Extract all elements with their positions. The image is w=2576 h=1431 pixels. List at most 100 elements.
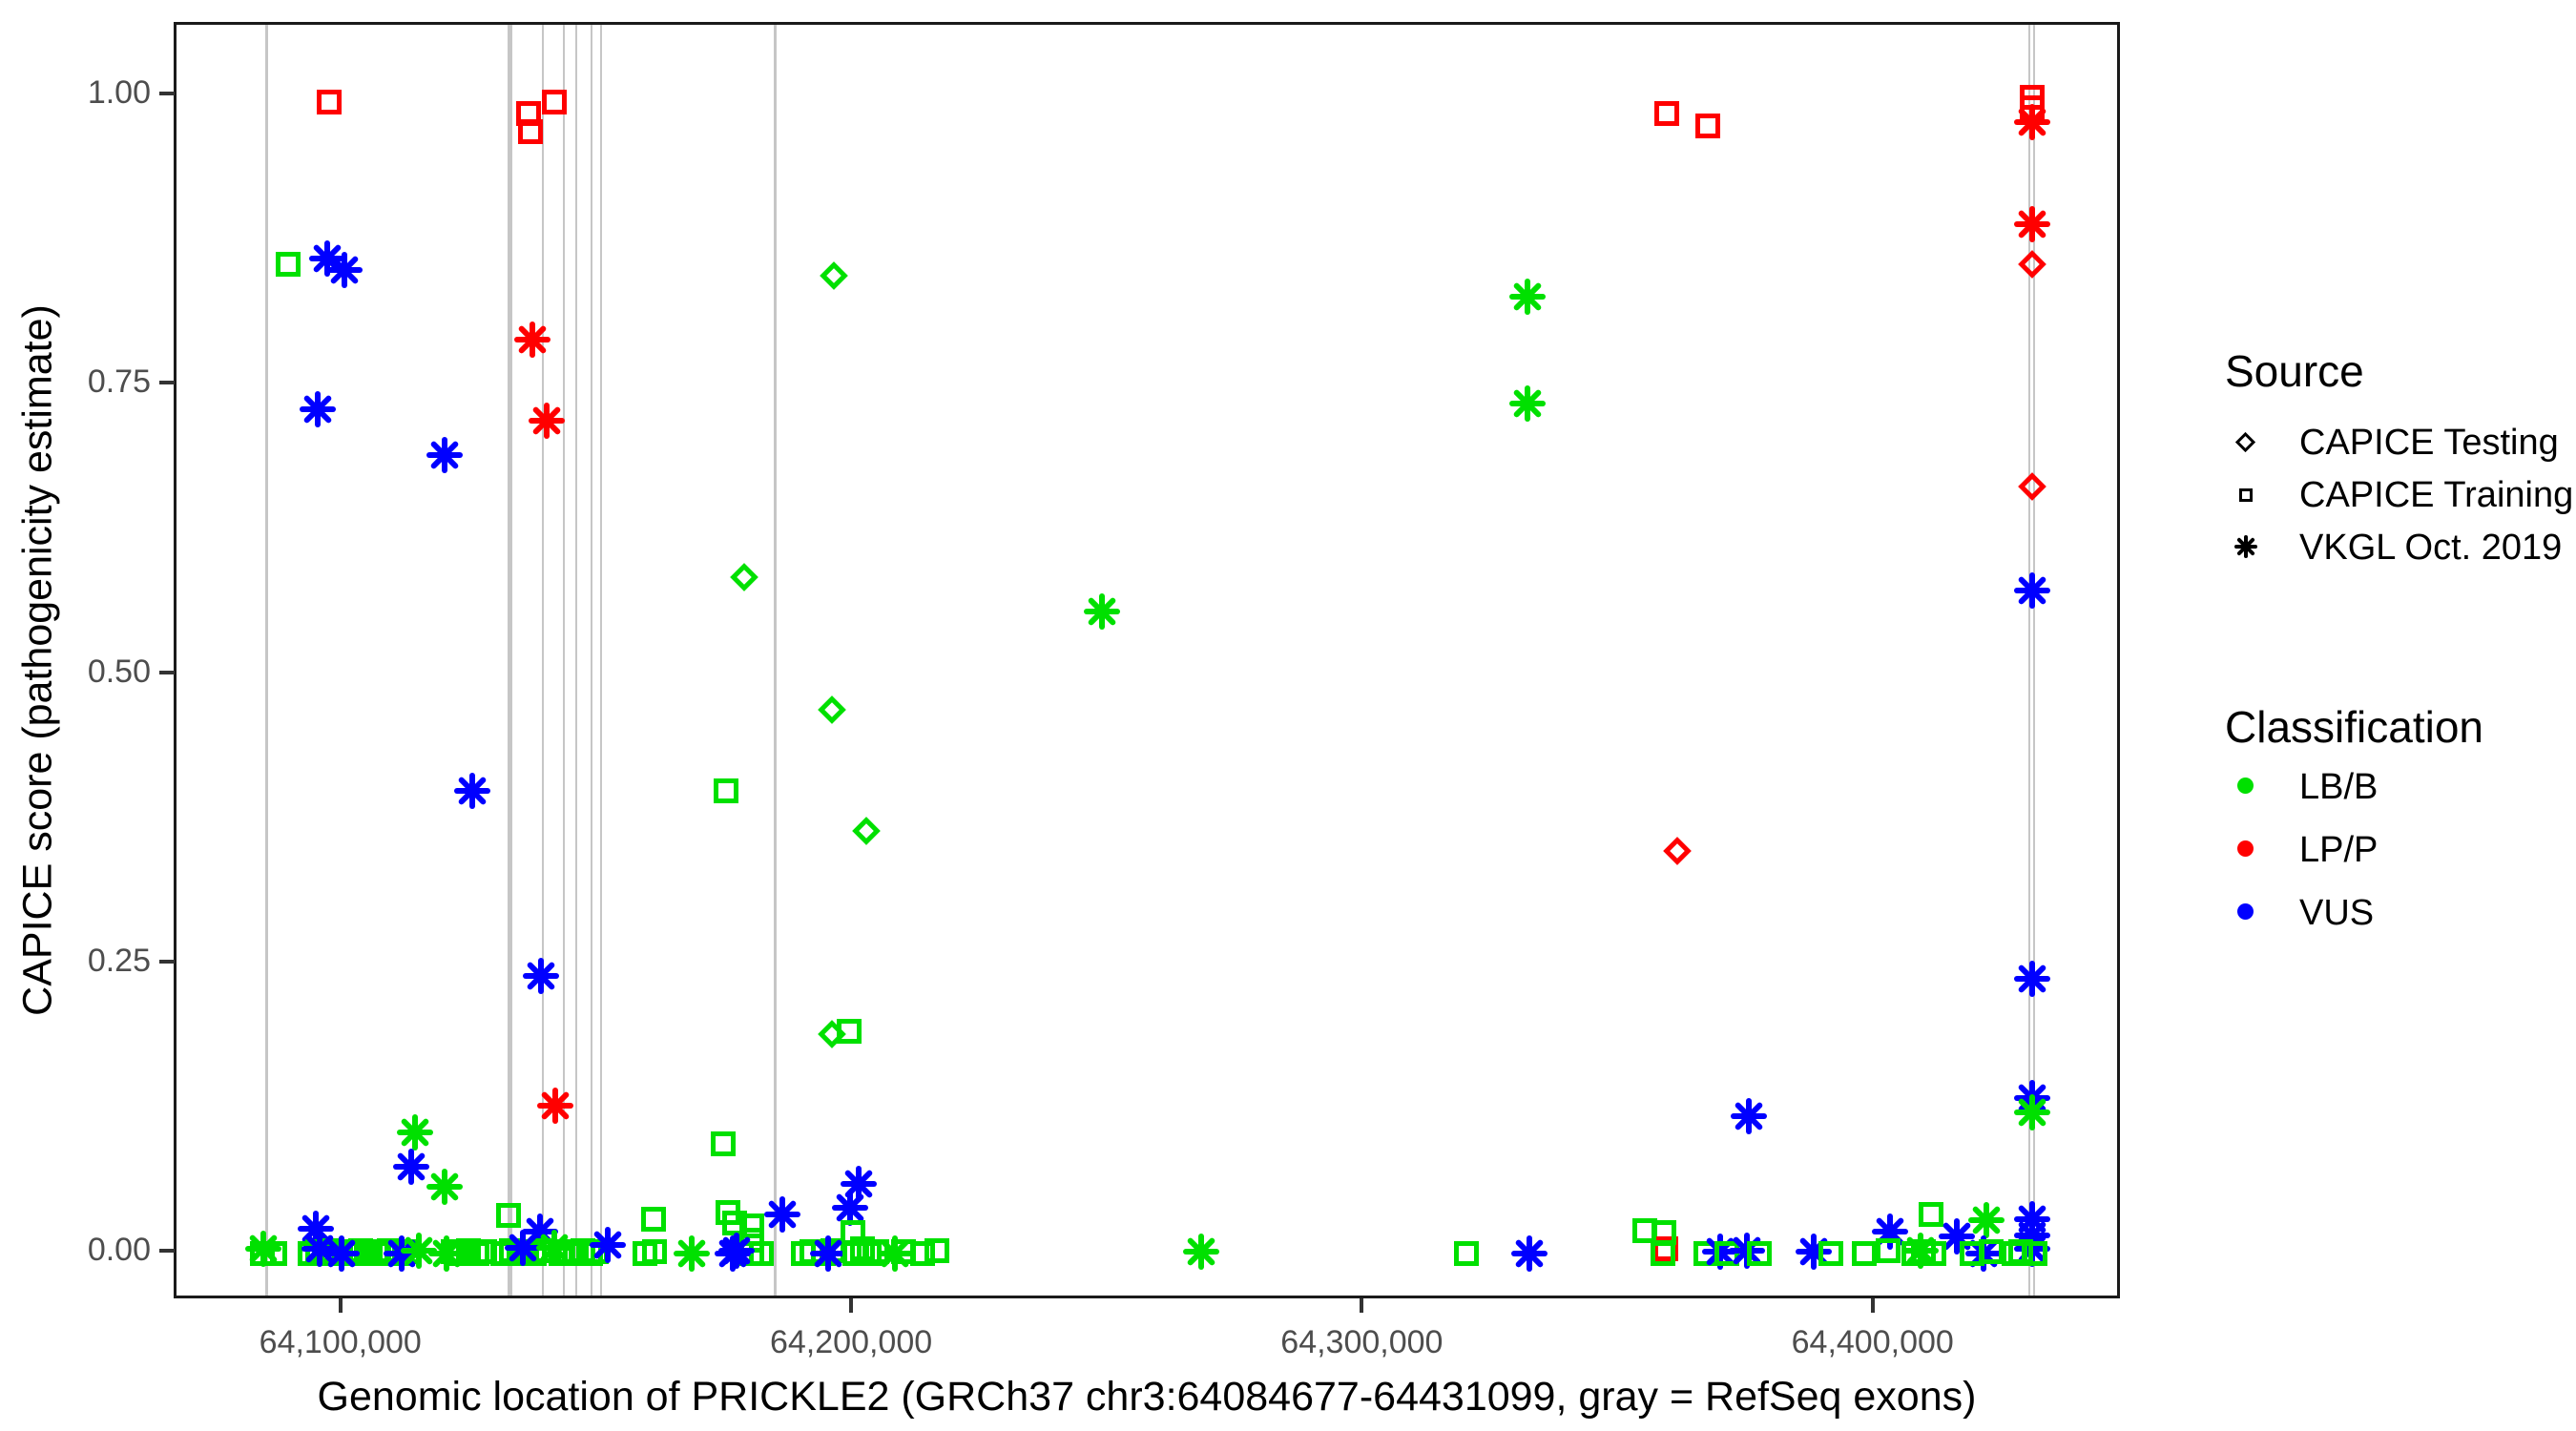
x-axis-tick-label: 64,400,000 [1791, 1324, 1954, 1360]
data-point [2014, 572, 2051, 610]
refseq-exon-line [2027, 25, 2030, 1296]
data-point [453, 773, 490, 810]
data-point [262, 1241, 288, 1267]
data-point [383, 1235, 420, 1273]
data-point [426, 437, 463, 474]
data-point [1183, 1233, 1220, 1270]
data-point [749, 1241, 775, 1267]
refseq-exon-line [542, 25, 545, 1296]
data-point [1818, 1241, 1844, 1267]
data-point [841, 1166, 878, 1203]
x-axis-tick [849, 1298, 854, 1313]
data-point [1919, 1202, 1944, 1228]
data-point [496, 1203, 522, 1229]
data-point [517, 118, 543, 144]
y-axis-tick-label: 0.00 [87, 1232, 151, 1269]
refseq-exon-line [590, 25, 592, 1296]
refseq-exon-line [2032, 25, 2035, 1296]
y-axis-tick-label: 0.75 [87, 363, 151, 401]
refseq-exon-line [773, 25, 777, 1296]
x-axis-tick-label: 64,300,000 [1280, 1324, 1444, 1360]
data-point [325, 252, 363, 289]
y-axis-tick-label: 1.00 [87, 74, 151, 112]
data-point [1509, 384, 1547, 422]
data-point [426, 1168, 463, 1205]
data-point [818, 695, 846, 724]
x-axis-title: Genomic location of PRICKLE2 (GRCh37 chr… [317, 1374, 1977, 1420]
data-point [763, 1196, 800, 1234]
data-point [714, 778, 739, 804]
data-point [1851, 1241, 1877, 1267]
legend-item-lbb: LB/B [2299, 767, 2379, 807]
data-point [910, 1241, 936, 1267]
legend-item-lpp: LP/P [2299, 830, 2379, 870]
data-point [1509, 279, 1547, 316]
x-axis-tick [338, 1298, 343, 1313]
legend-title-source: Source [2225, 346, 2364, 396]
data-point [809, 1235, 846, 1273]
refseq-exon-line [508, 25, 513, 1296]
legend-item-vkgl: VKGL Oct. 2019 [2299, 528, 2563, 568]
data-point [924, 1237, 950, 1263]
legend-item-capice-training: CAPICE Training [2299, 475, 2574, 515]
legend-item-capice-testing: CAPICE Testing [2299, 423, 2559, 463]
legend-item-vus: VUS [2299, 893, 2375, 933]
data-point [1083, 593, 1120, 631]
data-point [541, 90, 567, 115]
data-point [513, 321, 551, 358]
data-point [717, 1232, 755, 1269]
data-point [837, 1019, 862, 1045]
data-point [2014, 205, 2051, 242]
data-point [2014, 103, 2051, 140]
data-point [1876, 1237, 1901, 1263]
legend-title-classification: Classification [2225, 702, 2483, 752]
data-point [1663, 837, 1692, 865]
vus-dot-icon [2237, 903, 2254, 920]
data-point [1701, 1233, 1738, 1270]
data-point [299, 390, 336, 427]
refseq-exon-line [265, 25, 269, 1296]
data-point [852, 817, 881, 846]
data-point [528, 402, 565, 439]
data-point [2014, 960, 2051, 997]
data-point [2018, 472, 2046, 501]
data-point [642, 1238, 668, 1264]
data-point [297, 1210, 334, 1247]
data-point [641, 1206, 667, 1232]
data-point [521, 1213, 558, 1251]
x-axis-tick-label: 64,100,000 [259, 1324, 422, 1360]
data-point [323, 1235, 361, 1273]
plot-panel [174, 22, 2120, 1298]
data-point [739, 1213, 764, 1239]
square-outline-icon [2239, 488, 2253, 502]
data-point [535, 1230, 572, 1267]
diamond-outline-icon [2234, 431, 2256, 453]
data-point [1652, 1236, 1678, 1262]
data-point [1652, 1220, 1677, 1246]
data-point [2014, 1094, 2051, 1131]
data-point [1978, 1238, 2004, 1264]
data-point [427, 1235, 465, 1273]
y-axis-tick [159, 381, 175, 385]
data-point [1747, 1241, 1773, 1267]
data-point [301, 1231, 339, 1268]
data-point [832, 1189, 869, 1226]
data-point [396, 1113, 433, 1151]
data-point [1967, 1202, 2005, 1239]
data-point [316, 90, 342, 115]
y-axis-tick [159, 1249, 175, 1254]
y-axis-tick-label: 0.25 [87, 943, 151, 979]
data-point [1694, 113, 1720, 138]
data-point [2023, 1241, 2048, 1267]
y-axis-tick [159, 92, 175, 96]
data-point [516, 101, 542, 127]
data-point [849, 1236, 875, 1262]
data-point [1901, 1232, 1939, 1269]
refseq-exon-line [574, 25, 577, 1296]
refseq-exon-line [563, 25, 565, 1296]
lpp-dot-icon [2237, 840, 2254, 857]
y-axis-tick-label: 0.50 [87, 653, 151, 690]
x-axis-tick [1870, 1298, 1875, 1313]
data-point [1730, 1097, 1767, 1134]
